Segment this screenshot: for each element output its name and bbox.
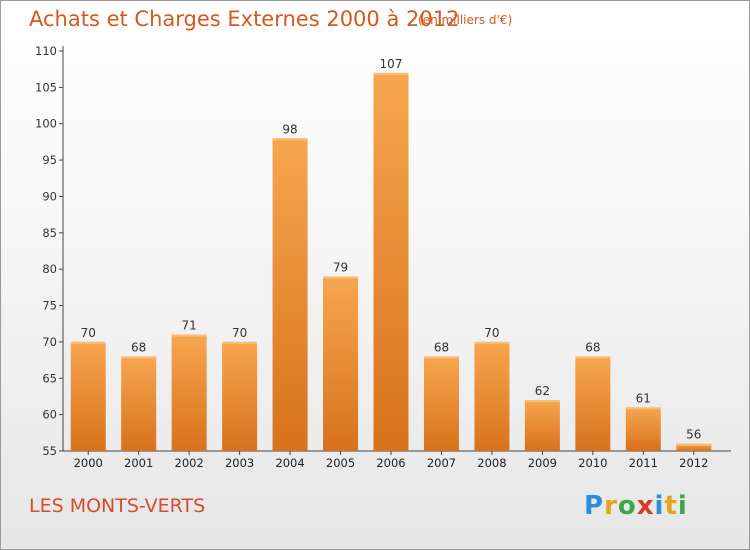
bar	[323, 276, 359, 451]
bar	[272, 138, 308, 452]
bar	[373, 72, 409, 452]
bar	[575, 356, 611, 451]
y-tick-label: 60	[42, 408, 57, 422]
y-tick-label: 105	[35, 80, 57, 94]
y-tick-label: 65	[42, 371, 57, 385]
y-tick-label: 95	[42, 153, 57, 167]
bar-highlight	[423, 356, 459, 359]
y-tick-label: 75	[42, 299, 57, 313]
x-tick-label: 2010	[578, 456, 607, 470]
bar-value-label: 68	[131, 340, 146, 354]
bar-highlight	[524, 400, 560, 403]
bar	[171, 334, 207, 451]
bar-value-label: 71	[182, 319, 197, 333]
bar	[474, 341, 510, 451]
bar-value-label: 61	[636, 391, 651, 405]
x-tick-label: 2003	[225, 456, 254, 470]
bar-value-label: 79	[333, 260, 348, 274]
bar-value-label: 62	[535, 384, 550, 398]
x-tick-label: 2000	[74, 456, 103, 470]
bar	[70, 341, 106, 451]
bar-highlight	[272, 138, 308, 141]
y-tick-label: 70	[42, 335, 57, 349]
bar-highlight	[373, 72, 409, 75]
x-tick-label: 2006	[376, 456, 405, 470]
x-tick-label: 2007	[427, 456, 456, 470]
x-tick-label: 2011	[629, 456, 658, 470]
logo-letter: i	[654, 491, 665, 521]
logo-letter: i	[677, 491, 688, 521]
bar-highlight	[474, 341, 510, 344]
y-tick-label: 100	[35, 117, 57, 131]
x-tick-label: 2001	[124, 456, 153, 470]
proxiti-logo[interactable]: Proxiti	[584, 491, 688, 521]
bar-highlight	[70, 341, 106, 344]
bar	[121, 356, 157, 451]
bar-value-label: 70	[484, 326, 499, 340]
bar-highlight	[625, 407, 661, 410]
bar-highlight	[222, 341, 258, 344]
logo-letter: o	[617, 491, 637, 521]
chart-title: Achats et Charges Externes 2000 à 2012	[29, 7, 460, 31]
bar-value-label: 98	[282, 122, 297, 136]
bar-value-label: 56	[686, 428, 701, 442]
y-tick-label: 90	[42, 189, 57, 203]
bar-value-label: 68	[585, 340, 600, 354]
bar-value-label: 68	[434, 340, 449, 354]
x-tick-label: 2009	[528, 456, 557, 470]
bar-highlight	[676, 443, 712, 446]
x-tick-label: 2005	[326, 456, 355, 470]
x-tick-label: 2002	[175, 456, 204, 470]
bar-value-label: 107	[380, 57, 403, 71]
x-tick-label: 2012	[679, 456, 708, 470]
chart-subtitle: (en milliers d'€)	[418, 13, 513, 27]
bar-highlight	[171, 334, 207, 337]
bar-highlight	[323, 276, 359, 279]
x-tick-label: 2008	[477, 456, 506, 470]
bar-value-label: 70	[232, 326, 247, 340]
logo-letter: x	[636, 491, 655, 521]
x-tick-label: 2004	[275, 456, 304, 470]
logo-letter: t	[664, 491, 678, 521]
chart-axes: 55 60 65 70 75 80 85 90 95 100 105 110	[35, 44, 731, 458]
commune-name: LES MONTS-VERTS	[29, 495, 206, 517]
bar-highlight	[575, 356, 611, 359]
chart-bars	[70, 72, 712, 452]
logo-letter: r	[604, 491, 618, 521]
bar-value-label: 70	[81, 326, 96, 340]
bar	[625, 407, 661, 451]
bar	[222, 341, 258, 451]
y-tick-label: 85	[42, 226, 57, 240]
chart-labels: 70 2000 68 2001 71 2002 70 2003 98 2004 79 2005 107 2…	[74, 57, 709, 470]
y-tick-label: 55	[42, 444, 57, 458]
logo-letter: P	[584, 491, 605, 521]
y-tick-label: 110	[35, 44, 57, 58]
bar-highlight	[121, 356, 157, 359]
y-tick-label: 80	[42, 262, 57, 276]
bar	[423, 356, 459, 451]
bar	[676, 443, 712, 451]
bar	[524, 400, 560, 451]
